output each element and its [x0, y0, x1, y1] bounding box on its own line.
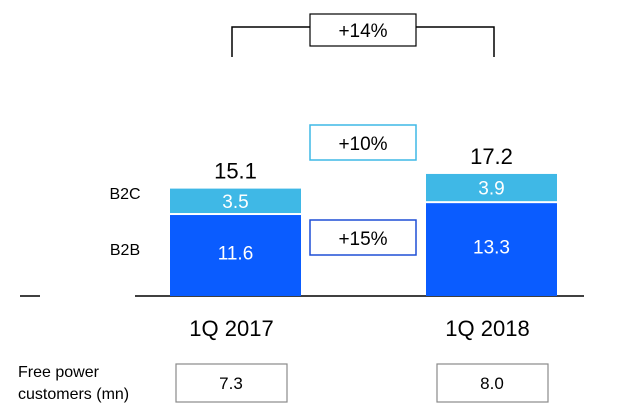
b2b-growth-box	[309, 219, 417, 256]
value-label-b2c-1q-2017: 3.5	[222, 192, 248, 213]
value-label-b2c-1q-2018: 3.9	[478, 179, 504, 200]
value-label-b2b-1q-2017: 11.6	[218, 244, 254, 265]
total-label-1q-2017: 15.1	[214, 159, 257, 184]
segment-label-b2b: B2B	[110, 242, 140, 259]
category-label-1q-2018: 1Q 2018	[445, 316, 529, 341]
b2b-growth-label: +15%	[338, 229, 387, 250]
bar-b2c-1q-2018	[426, 173, 557, 202]
category-label-1q-2017: 1Q 2017	[189, 316, 273, 341]
footer-value-2017: 7.3	[219, 374, 243, 393]
b2c-growth-box	[309, 124, 417, 161]
footer-box-2018	[436, 363, 549, 403]
total-growth-box	[309, 13, 417, 47]
footer-box-2017	[175, 363, 288, 403]
bar-b2b-1q-2018	[426, 203, 557, 296]
footer-label-line2: customers (mn)	[18, 386, 129, 403]
bar-b2c-1q-2017	[170, 188, 301, 214]
segment-label-b2c: B2C	[109, 186, 140, 203]
bar-b2b-1q-2017	[170, 215, 301, 296]
b2c-growth-label: +10%	[338, 134, 387, 155]
total-label-1q-2018: 17.2	[470, 144, 513, 169]
footer-label-line1: Free power	[18, 364, 100, 381]
footer-value-2018: 8.0	[480, 374, 504, 393]
value-label-b2b-1q-2018: 13.3	[473, 238, 510, 259]
bars-group: 11.6 3.5 15.1 1Q 2017 13.3 3.9 17.2 1Q 2018	[170, 144, 557, 341]
total-growth-label: +14%	[338, 21, 387, 42]
